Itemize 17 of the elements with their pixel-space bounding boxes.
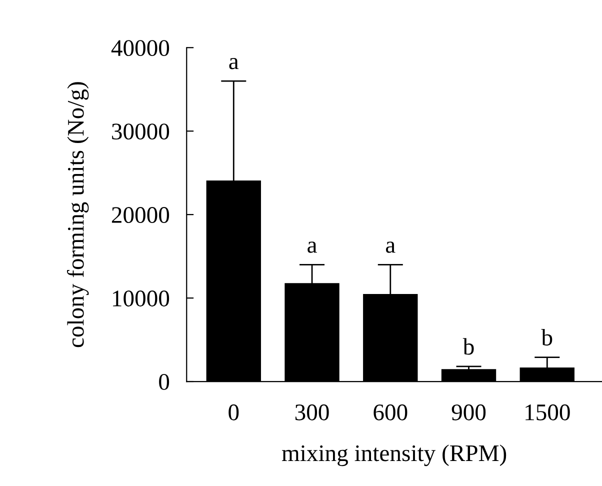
- y-tick-label: 40000: [111, 40, 170, 56]
- x-tick-label: 0: [228, 404, 239, 420]
- annotation: a: [229, 58, 239, 70]
- annotation: a: [386, 242, 396, 253]
- x-tick-label: 900: [452, 404, 486, 420]
- x-tick-label: 300: [295, 404, 329, 420]
- y-axis-title: colony forming units (No/g): [66, 82, 89, 348]
- x-tick-label: 1500: [526, 404, 570, 420]
- annotation: b: [541, 328, 552, 346]
- y-tick-label: 20000: [112, 207, 170, 223]
- y-tick-label: 0: [159, 374, 170, 390]
- y-tick-label: 30000: [112, 124, 170, 140]
- y-tick-label: 10000: [113, 290, 170, 306]
- x-tick-label: 600: [374, 404, 408, 420]
- x-axis-title: mixing intensity (RPM): [282, 444, 506, 466]
- annotation: a: [308, 242, 317, 253]
- annotation: b: [462, 338, 474, 355]
